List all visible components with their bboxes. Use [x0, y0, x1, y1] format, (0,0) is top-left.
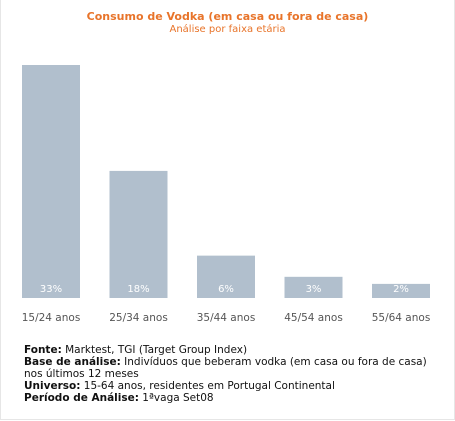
chart-notes: Fonte: Marktest, TGI (Target Group Index…	[24, 344, 434, 404]
note-base-value: Indivíduos que beberam vodka (em casa ou…	[24, 356, 427, 380]
bar-value-label-4: 3%	[306, 284, 322, 295]
x-tick-label-3: 35/44 anos	[197, 312, 256, 324]
note-periodo-value: 1ªvaga Set08	[138, 392, 214, 404]
bar-2	[109, 170, 168, 298]
bar-3	[197, 255, 255, 298]
bar-value-label-1: 33%	[40, 284, 62, 295]
x-tick-label-1: 15/24 anos	[22, 312, 81, 324]
bar-4	[284, 276, 343, 298]
bar-value-label-5: 2%	[393, 284, 409, 295]
note-base-label: Base de análise:	[24, 356, 121, 368]
x-tick-label-5: 55/64 anos	[372, 312, 431, 324]
note-universo: Universo: 15-64 anos, residentes em Port…	[24, 380, 434, 392]
x-axis-tick-labels: 15/24 anos 25/34 anos 35/44 anos 45/54 anos…	[22, 312, 431, 324]
bar-chart: 33% 18% 6% 3% 2% 15/24 anos 25/34 anos 35/44 a…	[22, 65, 431, 324]
bar-value-label-2: 18%	[127, 284, 149, 295]
x-tick-label-2: 25/34 anos	[109, 312, 168, 324]
bar-1	[22, 65, 80, 298]
note-periodo-label: Período de Análise:	[24, 392, 139, 404]
chart-title: Consumo de Vodka (em casa ou fora de cas…	[86, 10, 369, 23]
chart-subtitle: Análise por faixa etária	[169, 24, 286, 35]
note-fonte: Fonte: Marktest, TGI (Target Group Index…	[24, 344, 434, 356]
bar-5	[372, 283, 430, 298]
bars-group	[22, 65, 430, 298]
note-universo-label: Universo:	[24, 380, 81, 392]
note-periodo: Período de Análise: 1ªvaga Set08	[24, 392, 434, 404]
note-fonte-label: Fonte:	[24, 344, 62, 356]
bar-labels-group: 33% 18% 6% 3% 2%	[40, 284, 409, 295]
bar-value-label-3: 6%	[218, 284, 234, 295]
note-universo-value: 15-64 anos, residentes em Portugal Conti…	[80, 380, 335, 392]
note-fonte-value: Marktest, TGI (Target Group Index)	[61, 344, 248, 356]
x-tick-label-4: 45/54 anos	[284, 312, 343, 324]
note-base: Base de análise: Indivíduos que beberam …	[24, 356, 434, 380]
